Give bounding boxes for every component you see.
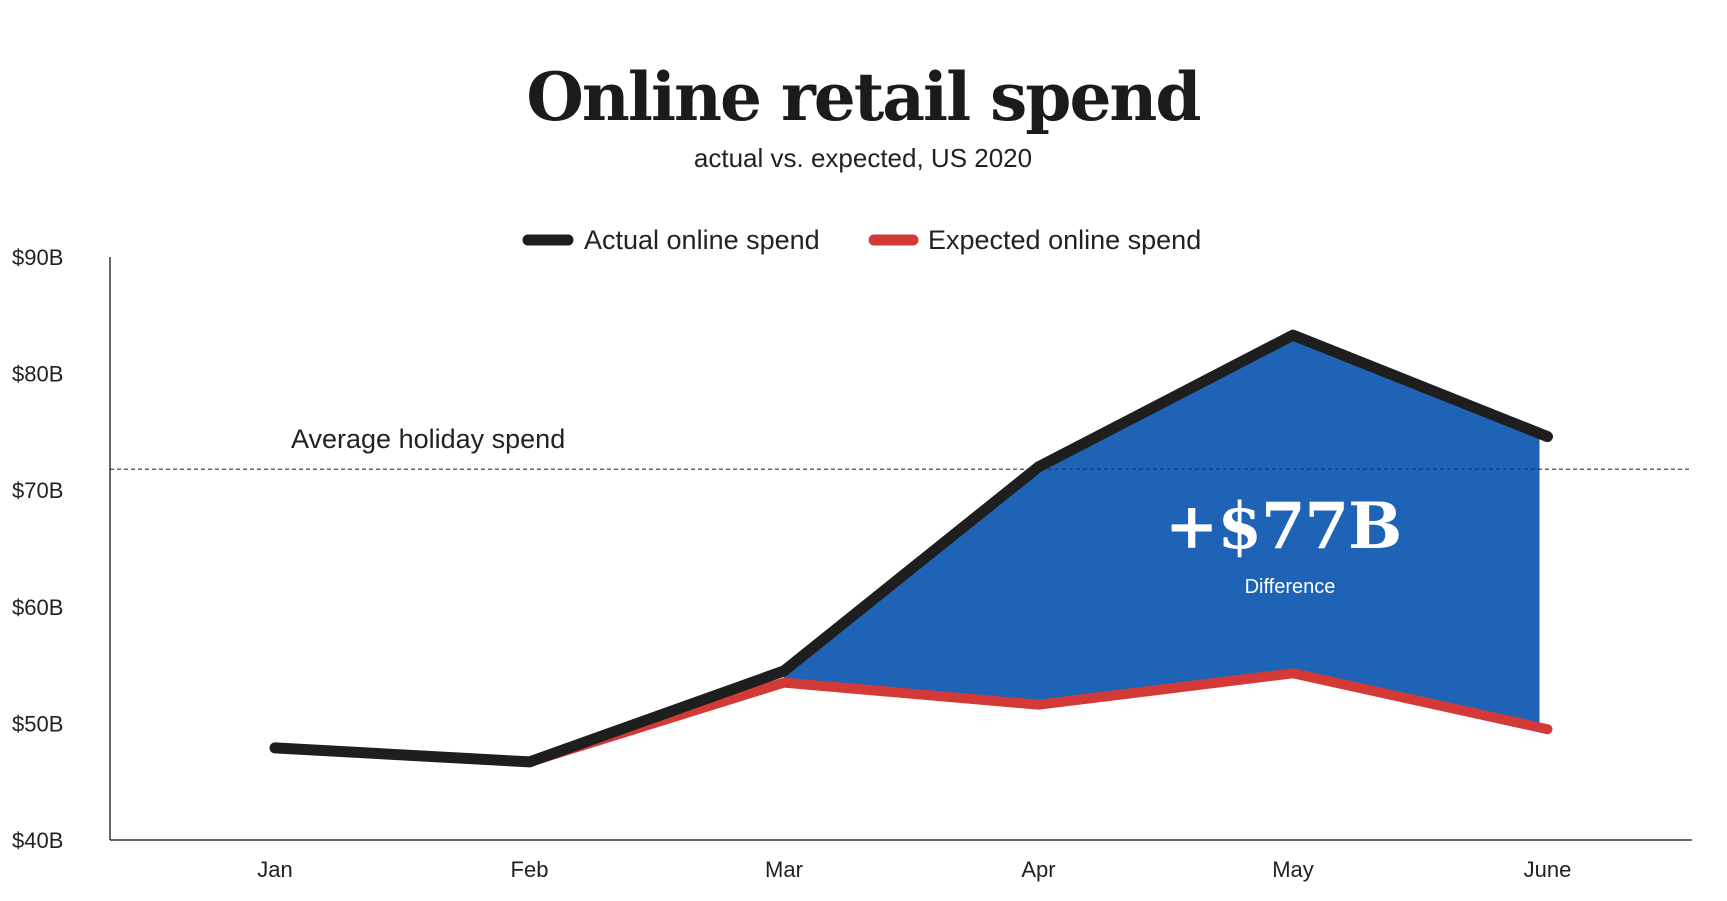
average-holiday-spend-label: Average holiday spend	[291, 424, 565, 454]
expected-online-spend-line	[524, 668, 1553, 767]
actual-online-spend-line	[269, 329, 1553, 768]
difference-value: +$77B	[1165, 489, 1401, 564]
x-tick-label: Mar	[765, 857, 803, 882]
y-tick-label: $90B	[12, 245, 63, 270]
y-tick-label: $80B	[12, 362, 63, 387]
x-tick-label: Apr	[1021, 857, 1055, 882]
difference-caption: Difference	[1245, 576, 1336, 598]
x-axis-ticks: Jan Feb Mar Apr May June	[257, 857, 1571, 882]
x-tick-label: May	[1272, 857, 1314, 882]
chart-title: Online retail spend	[526, 58, 1200, 136]
legend: Actual online spend Expected online spen…	[522, 225, 1201, 255]
y-tick-label: $50B	[12, 711, 63, 736]
legend-label-expected: Expected online spend	[928, 225, 1201, 255]
difference-area	[784, 335, 1540, 730]
y-tick-label: $70B	[12, 478, 63, 503]
y-axis-ticks: $40B $50B $60B $70B $80B $90B	[12, 245, 63, 853]
chart-subtitle: actual vs. expected, US 2020	[694, 143, 1032, 173]
x-tick-label: Jan	[257, 857, 292, 882]
y-tick-label: $40B	[12, 828, 63, 853]
x-tick-label: Feb	[511, 857, 549, 882]
x-tick-label: June	[1524, 857, 1572, 882]
axes	[109, 257, 1692, 841]
y-tick-label: $60B	[12, 595, 63, 620]
legend-label-actual: Actual online spend	[584, 225, 820, 255]
